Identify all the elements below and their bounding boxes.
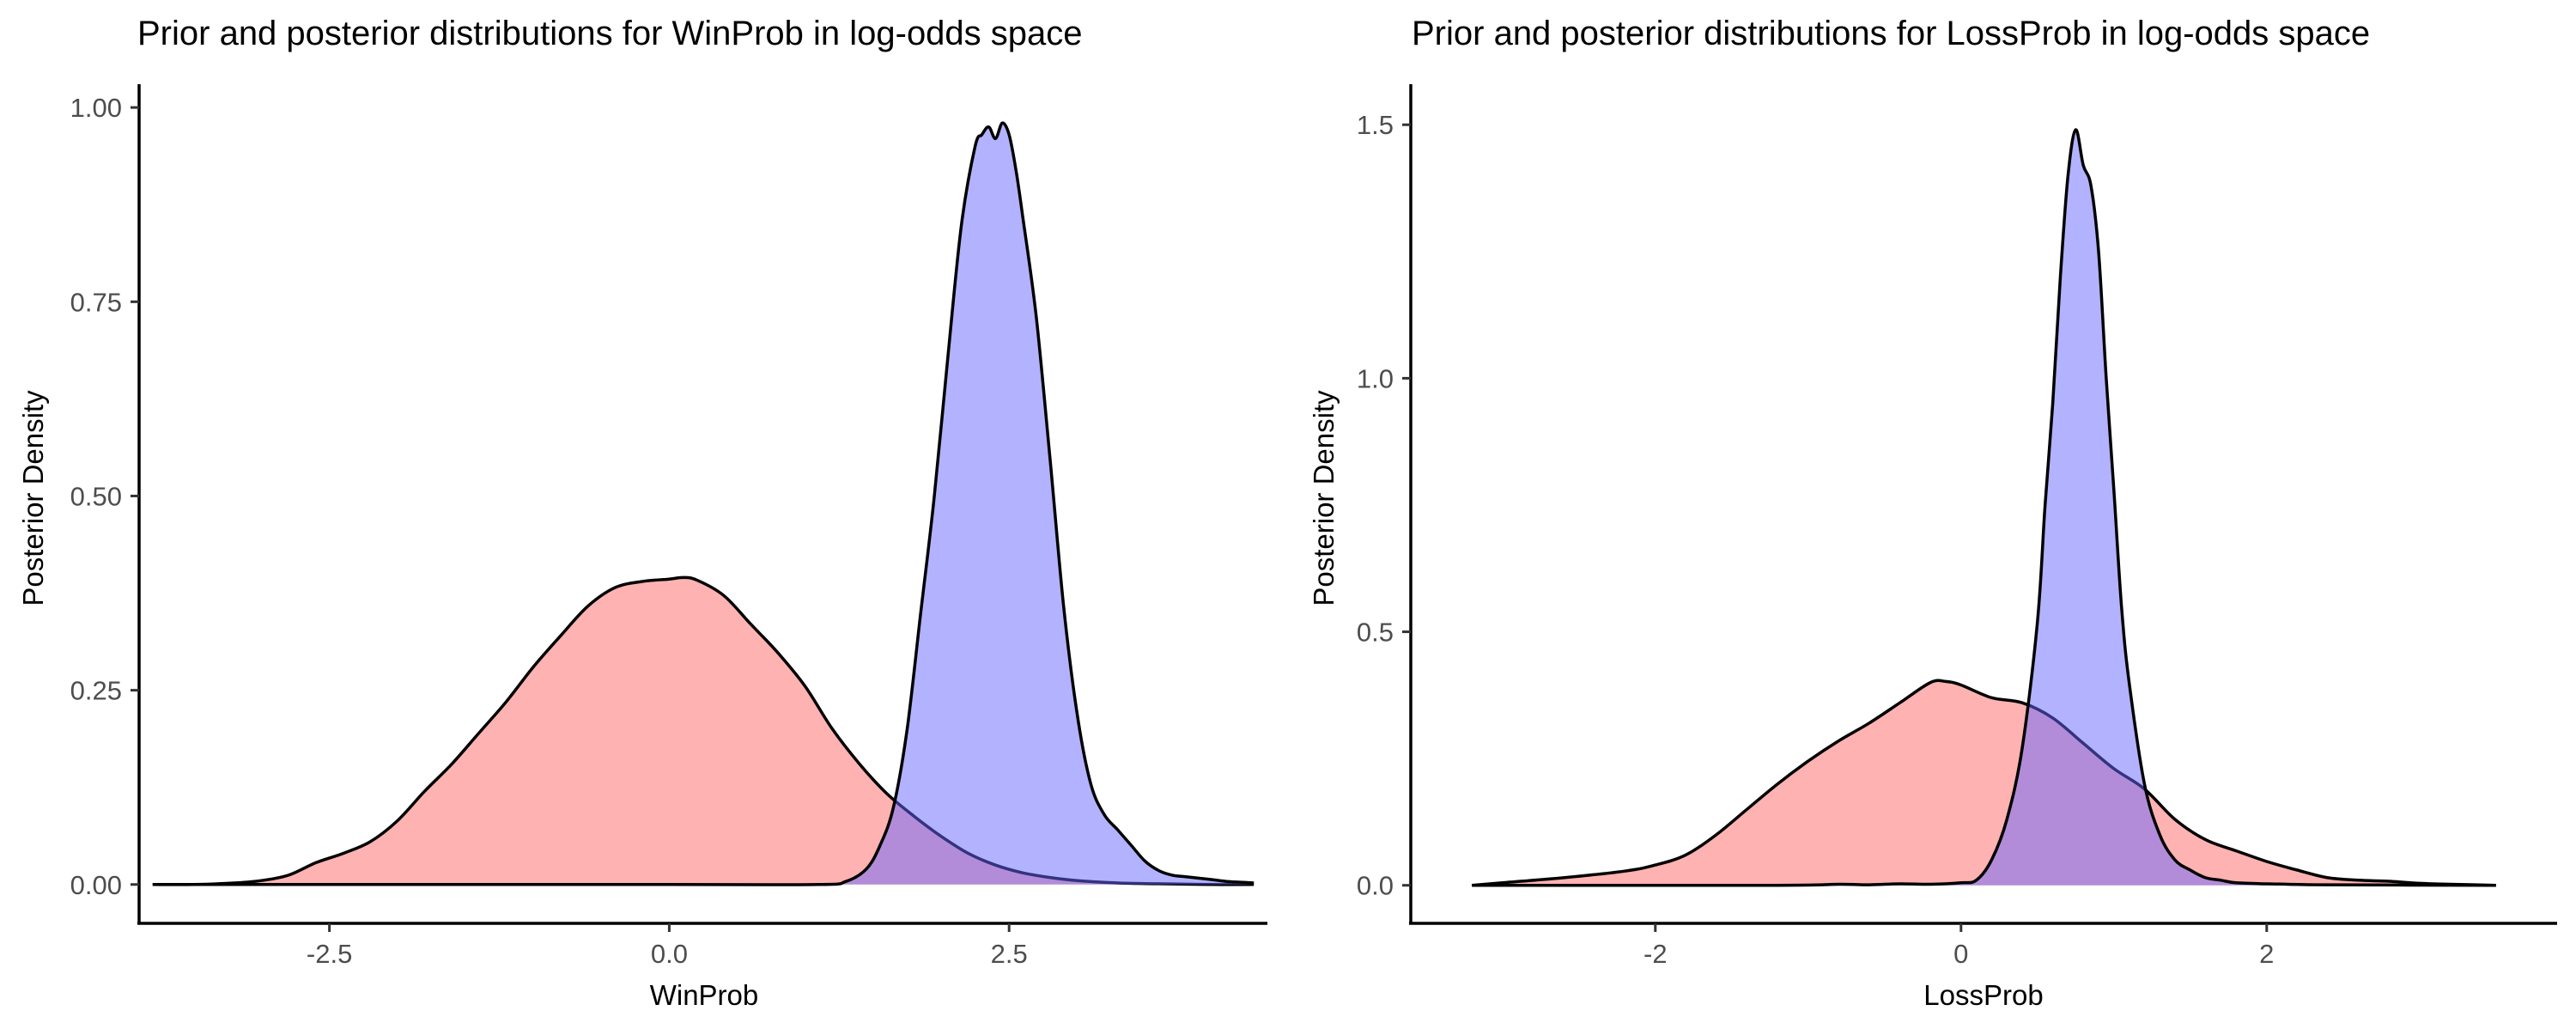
prior-density-area bbox=[152, 577, 1255, 885]
x-tick-label: 2.5 bbox=[991, 939, 1028, 969]
x-tick-label: -2.5 bbox=[307, 939, 352, 969]
y-tick-label: 0.00 bbox=[70, 870, 122, 900]
prior-density-area bbox=[1472, 680, 2496, 886]
y-tick-label: 0.0 bbox=[1357, 871, 1394, 901]
panel-winprob: Prior and posterior distributions for Wi… bbox=[17, 15, 1267, 1011]
x-tick-label: 2 bbox=[2259, 939, 2274, 969]
y-axis-title: Posterior Density bbox=[1308, 390, 1340, 606]
y-tick-label: 0.25 bbox=[70, 676, 122, 706]
x-tick-label: 0.0 bbox=[651, 939, 688, 969]
posterior-density-area bbox=[152, 123, 1255, 886]
x-axis-title: WinProb bbox=[650, 979, 759, 1011]
y-tick-label: 1.5 bbox=[1357, 110, 1394, 140]
x-tick-label: -2 bbox=[1643, 939, 1668, 969]
posterior-density-line bbox=[152, 121, 1255, 886]
y-tick-label: 0.50 bbox=[70, 481, 122, 511]
chart-title: Prior and posterior distributions for Wi… bbox=[137, 15, 1083, 52]
x-axis-title: LossProb bbox=[1923, 979, 2043, 1011]
panel-lossprob: Prior and posterior distributions for Lo… bbox=[1308, 15, 2557, 1011]
density-series-group bbox=[152, 121, 1255, 886]
x-tick-label: 0 bbox=[1953, 939, 1968, 969]
axis-ticks: -2.5 0.0 2.5 0.00 0.25 0.50 0.75 1.00 bbox=[70, 93, 1028, 969]
density-series-group bbox=[1472, 128, 2496, 887]
prior-density-line bbox=[1472, 679, 2496, 887]
chart-title: Prior and posterior distributions for Lo… bbox=[1412, 15, 2370, 52]
y-tick-label: 1.00 bbox=[70, 93, 122, 123]
y-tick-label: 0.75 bbox=[70, 287, 122, 317]
y-tick-label: 0.5 bbox=[1357, 618, 1394, 648]
y-tick-label: 1.0 bbox=[1357, 363, 1394, 393]
axis-ticks: -2 0 2 0.0 0.5 1.0 1.5 bbox=[1357, 110, 2275, 969]
posterior-density-line bbox=[1472, 128, 2496, 887]
y-axis-title: Posterior Density bbox=[17, 390, 49, 606]
